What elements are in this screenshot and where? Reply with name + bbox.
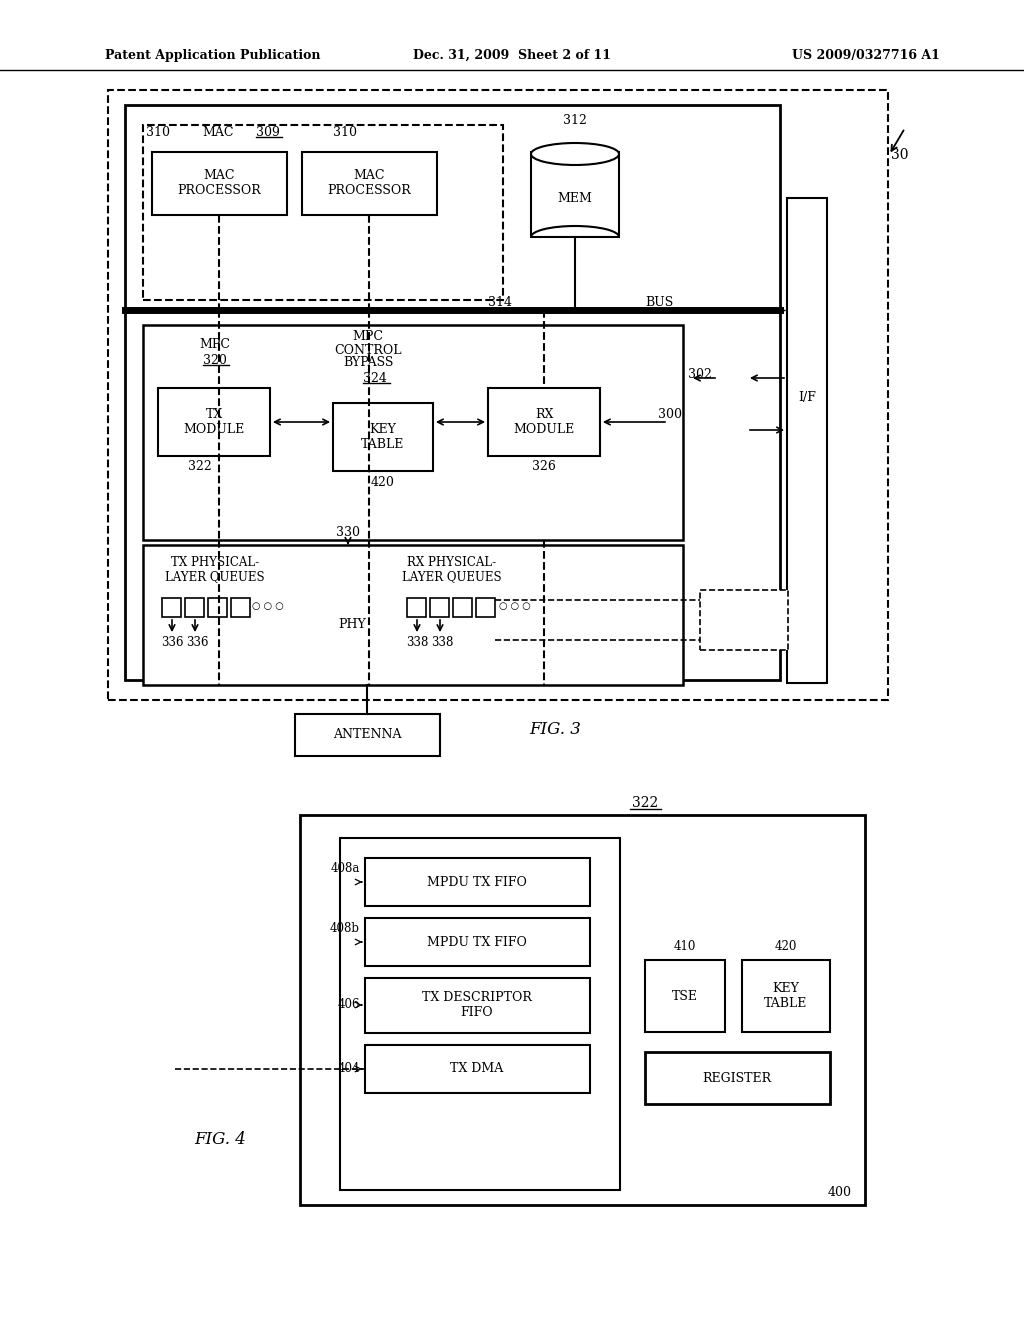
Text: CONTROL: CONTROL (334, 343, 401, 356)
Text: MAC
PROCESSOR: MAC PROCESSOR (327, 169, 411, 197)
Bar (365, 978, 590, 1034)
Text: TSE: TSE (672, 990, 698, 1002)
Bar (407, 598, 426, 616)
Bar (302, 152, 437, 215)
Text: KEY
TABLE: KEY TABLE (764, 982, 808, 1010)
Text: ○ ○ ○: ○ ○ ○ (252, 602, 284, 611)
Text: US 2009/0327716 A1: US 2009/0327716 A1 (793, 49, 940, 62)
Text: MAC
PROCESSOR: MAC PROCESSOR (177, 169, 261, 197)
Text: ANTENNA: ANTENNA (333, 729, 401, 742)
Bar (365, 1045, 590, 1093)
Text: I/F: I/F (798, 392, 816, 404)
Text: BYPASS: BYPASS (343, 356, 393, 370)
Bar (476, 598, 495, 616)
Text: 312: 312 (563, 114, 587, 127)
Bar (340, 838, 620, 1191)
Text: 420: 420 (775, 940, 798, 953)
Bar (143, 125, 503, 300)
Text: PHY: PHY (338, 619, 366, 631)
Text: 309: 309 (256, 125, 280, 139)
Bar (231, 598, 250, 616)
Text: Dec. 31, 2009  Sheet 2 of 11: Dec. 31, 2009 Sheet 2 of 11 (413, 49, 611, 62)
Bar (162, 598, 181, 616)
Bar (365, 858, 590, 906)
Text: BUS: BUS (645, 297, 673, 309)
Text: 336: 336 (185, 636, 208, 649)
Text: Patent Application Publication: Patent Application Publication (105, 49, 321, 62)
Text: MAC: MAC (203, 125, 233, 139)
Text: FIG. 4: FIG. 4 (195, 1131, 246, 1148)
Bar (453, 598, 472, 616)
Bar (333, 403, 433, 471)
Text: 30: 30 (891, 148, 908, 162)
Text: LAYER QUEUES: LAYER QUEUES (165, 570, 265, 583)
Bar (531, 152, 618, 238)
Text: 420: 420 (371, 477, 395, 490)
Text: RX PHYSICAL-: RX PHYSICAL- (408, 557, 497, 569)
Bar (645, 960, 725, 1032)
Text: ○ ○ ○: ○ ○ ○ (499, 602, 530, 611)
Text: KEY
TABLE: KEY TABLE (361, 422, 404, 451)
Text: 406: 406 (338, 998, 360, 1011)
Bar (143, 545, 683, 685)
Text: RX
MODULE: RX MODULE (513, 408, 574, 436)
Text: TX DMA: TX DMA (451, 1063, 504, 1076)
Text: 300: 300 (658, 408, 682, 421)
Bar (108, 90, 888, 700)
Text: 322: 322 (188, 459, 212, 473)
Bar (125, 106, 780, 680)
Text: TX PHYSICAL-: TX PHYSICAL- (171, 557, 259, 569)
Text: 314: 314 (488, 297, 512, 309)
Bar (295, 714, 440, 756)
Text: 330: 330 (336, 527, 360, 540)
Text: 408b: 408b (330, 921, 360, 935)
Bar (645, 1052, 830, 1104)
Bar (158, 388, 270, 455)
Text: 320: 320 (203, 354, 227, 367)
Text: MPDU TX FIFO: MPDU TX FIFO (427, 875, 527, 888)
Bar (185, 598, 204, 616)
Text: MPC: MPC (352, 330, 384, 343)
Text: TX
MODULE: TX MODULE (183, 408, 245, 436)
Text: MPDU TX FIFO: MPDU TX FIFO (427, 936, 527, 949)
Text: REGISTER: REGISTER (702, 1072, 771, 1085)
Text: LAYER QUEUES: LAYER QUEUES (402, 570, 502, 583)
Text: 310: 310 (333, 125, 357, 139)
Text: 336: 336 (161, 636, 183, 649)
Text: 310: 310 (146, 125, 170, 139)
Bar (143, 325, 683, 540)
Bar (208, 598, 227, 616)
Text: 324: 324 (364, 371, 387, 384)
Text: 338: 338 (406, 636, 428, 649)
Text: 302: 302 (688, 368, 712, 381)
Bar (152, 152, 287, 215)
Text: 410: 410 (674, 940, 696, 953)
Bar (430, 598, 449, 616)
Text: FIG. 3: FIG. 3 (529, 722, 581, 738)
Text: 322: 322 (632, 796, 658, 810)
Text: 400: 400 (828, 1187, 852, 1200)
Text: 338: 338 (431, 636, 454, 649)
Bar (488, 388, 600, 455)
Text: MPC: MPC (200, 338, 230, 351)
Bar (300, 814, 865, 1205)
Bar (742, 960, 830, 1032)
Bar (787, 198, 827, 682)
Bar (365, 917, 590, 966)
Ellipse shape (531, 143, 618, 165)
Text: TX DESCRIPTOR
FIFO: TX DESCRIPTOR FIFO (422, 991, 531, 1019)
Text: 404: 404 (338, 1063, 360, 1076)
Text: MEM: MEM (557, 191, 593, 205)
Text: 408a: 408a (331, 862, 360, 874)
Text: 326: 326 (532, 459, 556, 473)
Bar (700, 590, 788, 649)
